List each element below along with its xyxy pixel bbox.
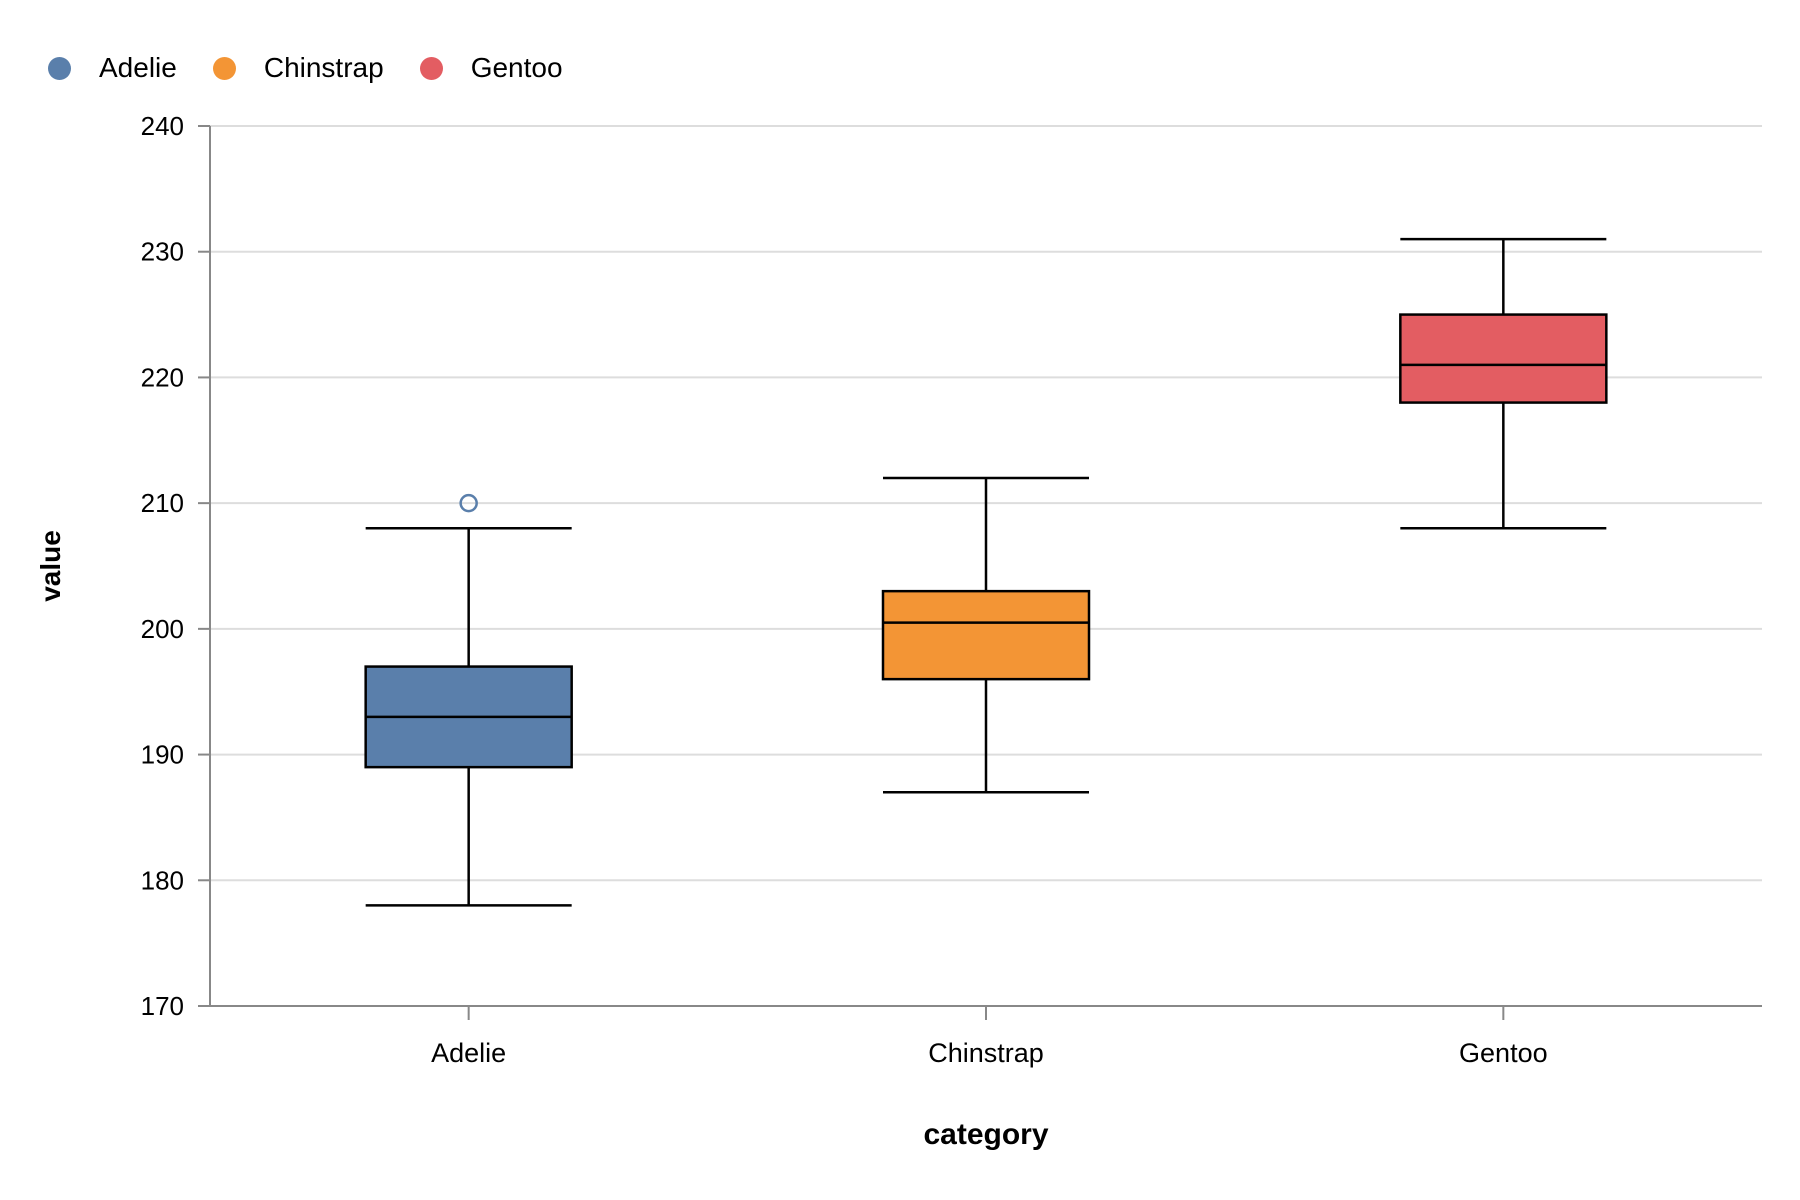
y-tick-label-220: 220	[141, 362, 184, 392]
y-tick-label-190: 190	[141, 740, 184, 770]
y-tick-label-230: 230	[141, 237, 184, 267]
box-gentoo	[1399, 237, 1608, 530]
box-adelie	[364, 493, 573, 907]
x-tick-label-gentoo: Gentoo	[1459, 1038, 1548, 1068]
legend-item-adelie[interactable]: Adelie	[48, 52, 177, 84]
legend-swatch-chinstrap	[212, 56, 236, 80]
box-iqr-chinstrap	[881, 589, 1091, 681]
axes: 170 180 190 200 210 220 230 240 Adelie Chinstrap G…	[141, 111, 1762, 1068]
x-axis-title: category	[923, 1118, 1048, 1151]
boxes	[364, 237, 1608, 907]
legend-swatch-gentoo	[419, 56, 443, 80]
y-tick-label-170: 170	[141, 991, 184, 1021]
legend: Adelie Chinstrap Gentoo	[48, 48, 599, 88]
x-tick-label-chinstrap: Chinstrap	[928, 1038, 1044, 1068]
y-tick-label-180: 180	[141, 865, 184, 895]
box-iqr-gentoo	[1399, 313, 1608, 404]
legend-label-gentoo: Gentoo	[470, 52, 563, 83]
outlier-adelie-0	[459, 493, 478, 513]
y-tick-label-240: 240	[141, 111, 184, 141]
legend-item-gentoo[interactable]: Gentoo	[419, 52, 563, 84]
y-tick-label-200: 200	[141, 614, 184, 644]
box-chinstrap	[881, 476, 1091, 794]
x-tick-label-adelie: Adelie	[431, 1038, 506, 1068]
legend-swatch-adelie	[48, 56, 71, 80]
y-axis-title: value	[35, 530, 66, 602]
legend-label-adelie: Adelie	[99, 52, 177, 83]
legend-label-chinstrap: Chinstrap	[263, 52, 384, 83]
legend-item-chinstrap[interactable]: Chinstrap	[212, 52, 384, 84]
y-tick-label-210: 210	[141, 488, 184, 518]
